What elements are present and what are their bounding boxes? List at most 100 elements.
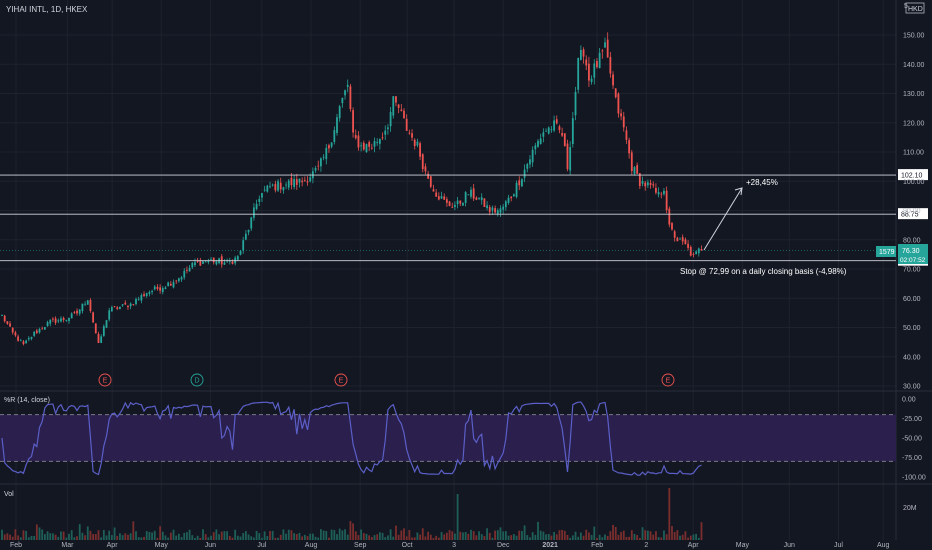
volume-bar [539, 530, 542, 540]
volume-bar [86, 526, 89, 540]
volume-bar [569, 537, 572, 540]
candle-body [183, 270, 186, 278]
time-tick-label: Aug [305, 542, 318, 549]
volume-bar [293, 533, 296, 540]
candle-body [529, 159, 531, 165]
candle-body [660, 193, 663, 195]
candle-body [169, 283, 172, 286]
volume-bar [378, 532, 381, 540]
volume-bar [531, 532, 534, 540]
volume-bar [504, 531, 507, 540]
time-tick-label: 3 [452, 542, 456, 549]
volume-bar [413, 537, 416, 540]
currency-box[interactable] [905, 2, 925, 14]
candle-body [9, 323, 11, 327]
volume-bar [689, 535, 692, 540]
volume-bar [636, 535, 639, 540]
volume-bar [491, 537, 494, 540]
volume-bar [630, 530, 633, 540]
volume-bar [571, 535, 574, 540]
volume-bar [464, 532, 467, 540]
volume-bar [526, 535, 529, 540]
candle-body [41, 328, 44, 330]
candle-body [124, 302, 127, 305]
volume-bar [381, 532, 384, 540]
volume-bar [119, 533, 121, 540]
ticker-label: 1579 [879, 249, 895, 256]
volume-bar [250, 536, 253, 540]
volume-bar [550, 535, 553, 540]
candle-body [330, 142, 333, 147]
vol-title: Vol [4, 491, 14, 498]
volume-bar [231, 537, 234, 540]
volume-bar [11, 536, 14, 540]
volume-bar [287, 529, 290, 540]
currency-label[interactable]: HKD [908, 6, 923, 13]
candle-body [177, 278, 180, 282]
volume-bar [445, 532, 448, 540]
volume-bar [459, 531, 462, 540]
volume-bar [35, 524, 38, 540]
candle-body [389, 111, 392, 127]
candle-body [298, 178, 301, 183]
annotation-stop[interactable]: Stop @ 72,99 on a daily closing basis (-… [680, 267, 847, 276]
candle-body [400, 109, 403, 111]
candle-body [94, 323, 97, 334]
candle-body [491, 207, 494, 211]
volume-bar [529, 537, 531, 540]
volume-bar [102, 529, 105, 540]
volume-bar [462, 532, 464, 540]
volume-bar [344, 529, 346, 540]
volume-bar [306, 536, 309, 540]
price-tick-label: 80.00 [903, 237, 921, 244]
volume-bar [392, 536, 395, 540]
candle-body [646, 182, 649, 186]
volume-bar [336, 534, 338, 540]
volume-bar [542, 531, 545, 540]
annotation-percent[interactable]: +28,45% [746, 178, 778, 187]
volume-bar [545, 534, 547, 540]
volume-bar [226, 531, 229, 540]
candle-body [137, 298, 140, 300]
candle-body [561, 133, 564, 136]
projection-arrow[interactable] [703, 187, 743, 251]
candle-body [303, 179, 306, 181]
candle-body [33, 331, 36, 336]
wr-tick-label: -25.00 [902, 416, 922, 423]
volume-bar [357, 535, 360, 540]
candle-body [649, 182, 652, 185]
volume-bar [290, 530, 293, 540]
candle-body [306, 181, 309, 183]
volume-bar [325, 531, 328, 540]
candle-body [437, 196, 440, 200]
candle-body [167, 282, 170, 287]
candle-body [84, 303, 86, 305]
volume-bar [561, 529, 564, 540]
volume-bar [266, 536, 269, 540]
volume-bar [448, 530, 451, 540]
candle-body [499, 208, 502, 213]
volume-bar [604, 534, 606, 540]
candle-body [180, 277, 183, 280]
volume-bar [277, 537, 279, 540]
candle-body [480, 197, 483, 201]
volume-bar [234, 529, 237, 540]
candle-body [384, 130, 387, 135]
volume-bar [22, 530, 25, 540]
candle-body [518, 180, 521, 186]
candle-body [295, 179, 298, 185]
candle-body [43, 327, 46, 330]
candle-body [255, 203, 258, 209]
volume-bar [129, 533, 132, 540]
volume-bar [502, 531, 505, 540]
volume-bar [435, 535, 438, 540]
volume-bar [258, 533, 261, 540]
candle-body [617, 93, 620, 114]
candle-body [668, 208, 671, 225]
volume-bar [494, 530, 497, 540]
volume-bar [73, 537, 76, 540]
volume-bar [649, 531, 652, 540]
